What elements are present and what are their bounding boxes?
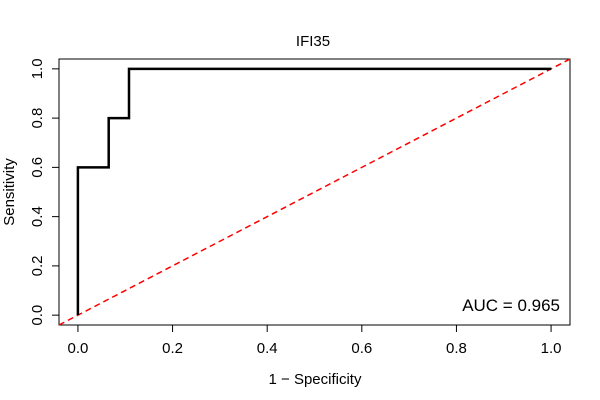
x-tick-label: 0.6 (351, 340, 372, 357)
x-tick-label: 0.4 (257, 340, 278, 357)
x-axis: 0.0 0.2 0.4 0.6 0.8 1.0 (67, 324, 562, 357)
y-tick-label: 0.0 (29, 305, 46, 326)
y-axis-label: Sensitivity (1, 158, 18, 226)
plot-frame (58, 58, 571, 326)
x-axis-label: 1 − Specificity (269, 371, 362, 388)
y-axis: 0.0 0.2 0.4 0.6 0.8 1.0 (29, 58, 60, 326)
reference-diagonal-line (58, 58, 571, 326)
x-tick-label: 0.8 (446, 340, 467, 357)
y-tick-label: 1.0 (29, 58, 46, 79)
y-tick-label: 0.2 (29, 255, 46, 276)
series-group (58, 58, 571, 326)
auc-annotation: AUC = 0.965 (462, 296, 560, 315)
chart-title: IFI35 (296, 33, 330, 50)
roc-curve (76, 67, 552, 316)
y-tick-label: 0.4 (29, 206, 46, 227)
y-tick-label: 0.6 (29, 157, 46, 178)
x-tick-label: 1.0 (541, 340, 562, 357)
x-tick-label: 0.2 (162, 340, 183, 357)
x-tick-label: 0.0 (67, 340, 88, 357)
y-tick-label: 0.8 (29, 108, 46, 129)
